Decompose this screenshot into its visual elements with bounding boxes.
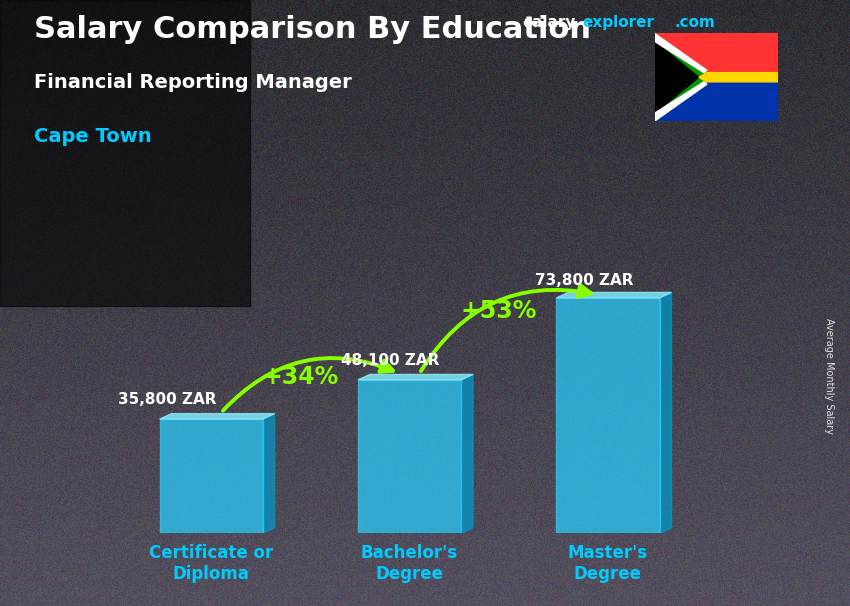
Polygon shape: [263, 414, 275, 533]
Polygon shape: [358, 375, 473, 380]
Text: +34%: +34%: [263, 365, 338, 388]
FancyArrowPatch shape: [421, 285, 591, 371]
Polygon shape: [699, 73, 778, 82]
Text: 48,100 ZAR: 48,100 ZAR: [341, 353, 439, 368]
Text: 35,800 ZAR: 35,800 ZAR: [118, 392, 217, 407]
Polygon shape: [160, 419, 263, 533]
Bar: [654, 77, 778, 121]
Text: .com: .com: [674, 15, 715, 30]
Polygon shape: [462, 375, 473, 533]
Polygon shape: [654, 33, 713, 121]
Polygon shape: [557, 298, 660, 533]
Bar: [0, 0, 250, 306]
FancyArrowPatch shape: [223, 358, 393, 411]
Text: 73,800 ZAR: 73,800 ZAR: [535, 273, 633, 288]
Text: Average Monthly Salary: Average Monthly Salary: [824, 318, 834, 434]
Text: Salary Comparison By Education: Salary Comparison By Education: [34, 15, 591, 44]
Polygon shape: [358, 380, 462, 533]
Text: Cape Town: Cape Town: [34, 127, 151, 146]
Polygon shape: [654, 33, 707, 73]
Text: +53%: +53%: [461, 299, 537, 323]
Text: salary: salary: [523, 15, 575, 30]
Bar: [654, 33, 778, 77]
Polygon shape: [654, 82, 707, 121]
Polygon shape: [557, 293, 672, 298]
Polygon shape: [654, 41, 699, 113]
Polygon shape: [660, 293, 672, 533]
Polygon shape: [160, 414, 275, 419]
Text: Financial Reporting Manager: Financial Reporting Manager: [34, 73, 352, 92]
Text: explorer: explorer: [582, 15, 654, 30]
